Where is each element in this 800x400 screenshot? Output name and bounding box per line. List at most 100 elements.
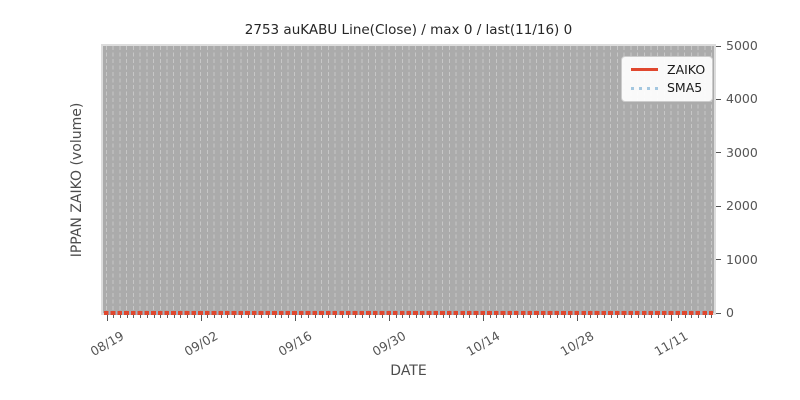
y-axis-tick-label: 1000 xyxy=(726,251,758,267)
x-axis-minor-tick xyxy=(166,315,168,318)
y-axis-tick-label: 2000 xyxy=(726,198,758,214)
x-axis-minor-tick xyxy=(529,315,531,318)
x-axis-minor-tick xyxy=(267,315,269,318)
legend-label-sma5: SMA5 xyxy=(667,79,703,95)
x-axis-minor-tick xyxy=(368,315,370,318)
x-axis-minor-tick xyxy=(570,315,572,318)
x-axis-minor-tick xyxy=(254,315,256,318)
x-axis-minor-tick xyxy=(617,315,619,318)
x-axis-minor-tick xyxy=(429,315,431,318)
x-axis-minor-tick xyxy=(624,315,626,318)
x-axis-minor-tick xyxy=(711,315,713,318)
x-axis-minor-tick xyxy=(180,315,182,318)
x-axis-minor-tick xyxy=(193,315,195,318)
y-axis-tick-label: 5000 xyxy=(726,38,758,53)
x-axis-minor-tick xyxy=(476,315,478,318)
x-axis-minor-tick xyxy=(274,315,276,318)
x-axis-minor-tick xyxy=(214,315,216,318)
x-axis-major-tick xyxy=(482,315,484,321)
x-axis-minor-tick xyxy=(698,315,700,318)
x-axis-minor-tick xyxy=(590,315,592,318)
legend-item-zaiko: ZAIKO xyxy=(622,61,712,77)
x-axis-minor-tick xyxy=(348,315,350,318)
x-axis-minor-tick xyxy=(644,315,646,318)
x-axis-major-tick xyxy=(671,315,673,321)
x-axis-minor-tick xyxy=(395,315,397,318)
x-axis-minor-tick xyxy=(415,315,417,318)
x-axis-minor-tick xyxy=(126,315,128,318)
x-axis-minor-tick xyxy=(146,315,148,318)
x-axis-major-tick xyxy=(106,315,108,321)
x-axis-minor-tick xyxy=(664,315,666,318)
x-axis-minor-tick xyxy=(355,315,357,318)
y-axis-tick-label: 0 xyxy=(726,305,734,320)
x-axis-minor-tick xyxy=(402,315,404,318)
x-axis-minor-tick xyxy=(308,315,310,318)
x-axis-minor-tick xyxy=(556,315,558,318)
x-axis-major-tick xyxy=(388,315,390,321)
x-axis-minor-tick xyxy=(234,315,236,318)
x-axis-minor-tick xyxy=(113,315,115,318)
x-axis-minor-tick xyxy=(382,315,384,318)
x-axis-minor-tick xyxy=(456,315,458,318)
plot-area xyxy=(103,46,714,315)
x-axis-tick-label: 10/28 xyxy=(557,327,597,360)
x-axis-minor-tick xyxy=(550,315,552,318)
x-axis-minor-tick xyxy=(496,315,498,318)
x-axis-minor-tick xyxy=(261,315,263,318)
x-axis-minor-tick xyxy=(650,315,652,318)
x-axis-major-tick xyxy=(200,315,202,321)
x-axis-minor-tick xyxy=(543,315,545,318)
x-axis-major-tick xyxy=(577,315,579,321)
x-axis-minor-tick xyxy=(637,315,639,318)
y-axis-tick xyxy=(716,45,721,47)
legend-label-zaiko: ZAIKO xyxy=(667,61,706,77)
y-axis-tick xyxy=(716,98,721,100)
x-axis-minor-tick xyxy=(449,315,451,318)
x-axis-minor-tick xyxy=(462,315,464,318)
x-axis-minor-tick xyxy=(583,315,585,318)
x-axis-minor-tick xyxy=(563,315,565,318)
y-axis-tick xyxy=(716,259,721,261)
x-axis-minor-tick xyxy=(422,315,424,318)
x-axis-minor-tick xyxy=(536,315,538,318)
x-axis-minor-tick xyxy=(523,315,525,318)
zaiko-line-swatch xyxy=(631,68,658,72)
sma5-series-line xyxy=(104,311,713,315)
x-axis-minor-tick xyxy=(207,315,209,318)
x-axis-minor-tick xyxy=(240,315,242,318)
x-axis-minor-tick xyxy=(314,315,316,318)
x-axis-major-tick xyxy=(294,315,296,321)
x-axis-tick-label: 09/16 xyxy=(275,327,315,360)
y-axis-label: IPPAN ZAIKO (volume) xyxy=(69,102,85,258)
x-axis-minor-tick xyxy=(220,315,222,318)
x-axis-minor-tick xyxy=(321,315,323,318)
x-axis-label: DATE xyxy=(390,363,427,379)
x-axis-minor-tick xyxy=(442,315,444,318)
x-axis-minor-tick xyxy=(160,315,162,318)
y-axis-tick-label: 3000 xyxy=(726,144,758,160)
x-axis-minor-tick xyxy=(677,315,679,318)
legend: ZAIKO SMA5 xyxy=(621,56,713,102)
x-axis-minor-tick xyxy=(469,315,471,318)
x-axis-minor-tick xyxy=(630,315,632,318)
x-axis-minor-tick xyxy=(509,315,511,318)
x-axis-minor-tick xyxy=(408,315,410,318)
x-axis-minor-tick xyxy=(301,315,303,318)
x-axis-minor-tick xyxy=(489,315,491,318)
x-axis-minor-tick xyxy=(503,315,505,318)
x-axis-minor-tick xyxy=(133,315,135,318)
x-axis-minor-tick xyxy=(375,315,377,318)
x-axis-minor-tick xyxy=(281,315,283,318)
y-axis-tick xyxy=(716,152,721,154)
x-axis-minor-tick xyxy=(610,315,612,318)
x-axis-tick-label: 11/11 xyxy=(651,327,691,360)
x-axis-minor-tick xyxy=(247,315,249,318)
x-axis-minor-tick xyxy=(704,315,706,318)
x-axis-minor-tick xyxy=(435,315,437,318)
x-axis-minor-tick xyxy=(361,315,363,318)
y-axis-tick xyxy=(716,312,721,314)
sma5-line-swatch xyxy=(631,86,658,90)
x-axis-minor-tick xyxy=(153,315,155,318)
